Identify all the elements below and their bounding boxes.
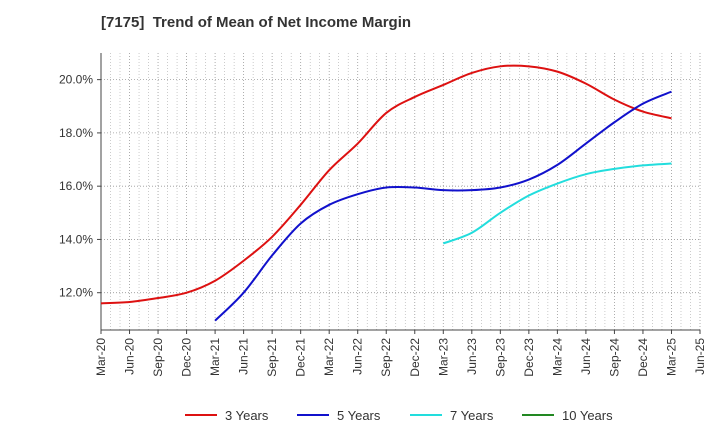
x-tick-label: Sep-23 xyxy=(493,338,507,377)
y-tick-label: 16.0% xyxy=(59,179,93,193)
x-tick-label: Sep-21 xyxy=(265,338,279,377)
y-tick-labels: 12.0% 14.0% 16.0% 18.0% 20.0% xyxy=(59,73,93,300)
x-tick-label: Mar-23 xyxy=(436,338,450,376)
chart-title: [7175] Trend of Mean of Net Income Margi… xyxy=(101,14,412,31)
x-tick-label: Jun-23 xyxy=(465,338,479,375)
x-tick-label: Sep-20 xyxy=(151,338,165,377)
x-tick-label: Sep-24 xyxy=(607,338,621,377)
x-tick-labels: Mar-20 Jun-20 Sep-20 Dec-20 Mar-21 Jun-21 Sep-… xyxy=(94,338,707,377)
legend-label-3-years: 3 Years xyxy=(225,408,269,423)
legend-label-5-years: 5 Years xyxy=(337,408,381,423)
x-tick-label: Jun-20 xyxy=(123,338,137,375)
grid xyxy=(100,53,701,330)
x-tick-label: Dec-23 xyxy=(522,338,536,377)
x-tick-label: Mar-20 xyxy=(94,338,108,376)
x-tick-label: Jun-22 xyxy=(351,338,365,375)
x-tick-label: Mar-24 xyxy=(550,338,564,376)
x-tick-label: Dec-22 xyxy=(408,338,422,377)
x-tick-label: Dec-20 xyxy=(180,338,194,377)
x-tick-label: Jun-25 xyxy=(693,338,707,375)
y-tick-label: 18.0% xyxy=(59,126,93,140)
axes xyxy=(97,53,701,334)
y-tick-label: 12.0% xyxy=(59,286,93,300)
legend-label-7-years: 7 Years xyxy=(450,408,494,423)
y-tick-label: 14.0% xyxy=(59,232,93,246)
series-line-3-years xyxy=(100,64,672,305)
x-tick-label: Jun-21 xyxy=(237,338,251,375)
legend: 3 Years 5 Years 7 Years 10 Years xyxy=(185,408,613,423)
y-tick-label: 20.0% xyxy=(59,73,93,87)
series-line-5-years xyxy=(214,90,672,322)
x-tick-label: Mar-21 xyxy=(208,338,222,376)
series xyxy=(100,64,672,322)
x-tick-label: Mar-22 xyxy=(322,338,336,376)
x-tick-label: Dec-24 xyxy=(636,338,650,377)
x-tick-label: Mar-25 xyxy=(664,338,678,376)
x-tick-label: Sep-22 xyxy=(379,338,393,377)
x-tick-label: Dec-21 xyxy=(294,338,308,377)
x-tick-label: Jun-24 xyxy=(579,338,593,375)
legend-label-10-years: 10 Years xyxy=(562,408,613,423)
series-line-7-years xyxy=(442,162,672,245)
